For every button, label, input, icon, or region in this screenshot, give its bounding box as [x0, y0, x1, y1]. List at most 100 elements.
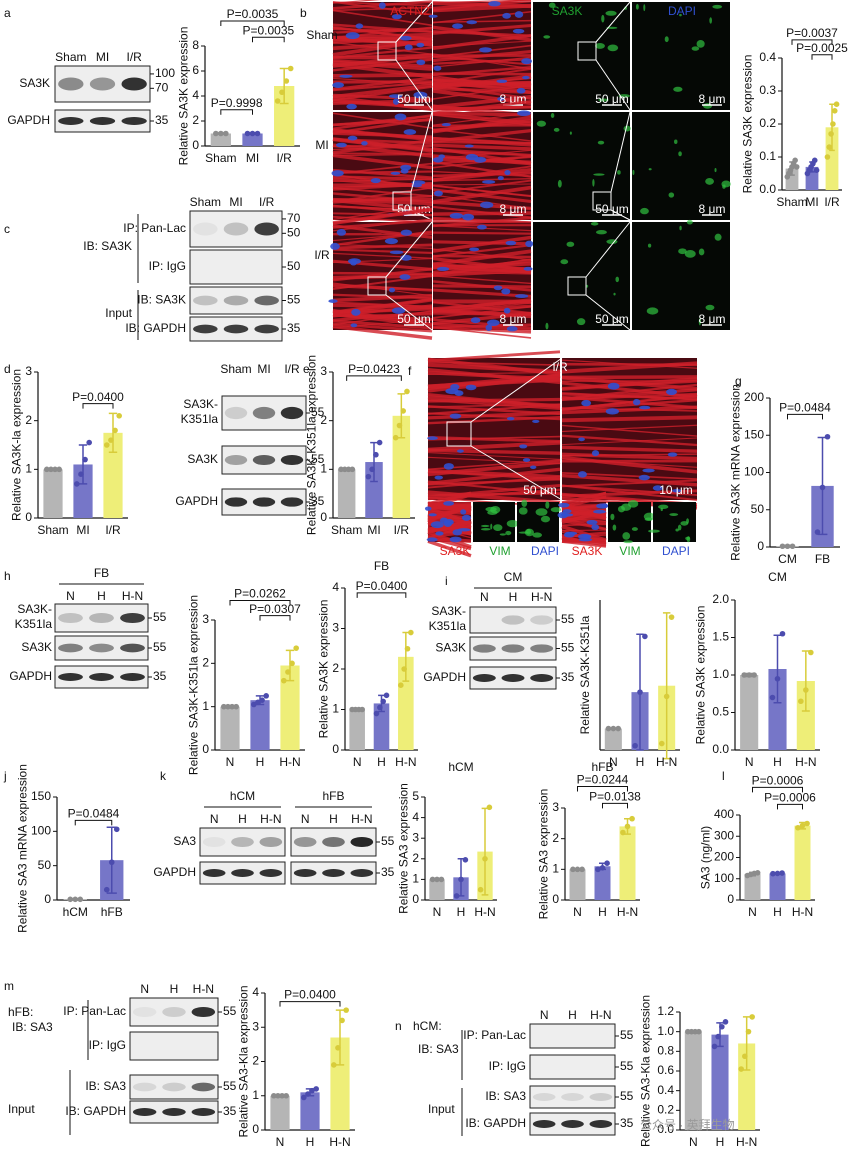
data-point — [663, 693, 670, 700]
band — [322, 869, 345, 877]
data-point — [396, 422, 403, 429]
nucleus — [413, 91, 428, 99]
micrograph — [517, 499, 562, 542]
nucleus — [335, 142, 347, 148]
fiber — [332, 26, 433, 41]
y-tick-label: 2 — [25, 413, 32, 427]
fiber — [332, 195, 433, 204]
bar — [738, 1043, 756, 1130]
signal — [557, 179, 562, 188]
nucleus — [516, 87, 526, 94]
signal — [617, 505, 625, 513]
signal — [640, 207, 649, 215]
lane-label: N — [140, 982, 149, 996]
row-label: IP: IgG — [149, 259, 186, 273]
bar — [210, 133, 231, 146]
y-axis-label: Relative SA3 mRNA expression — [16, 764, 30, 933]
data-point — [377, 704, 383, 711]
x-tick-label: N — [573, 905, 582, 919]
group-label: FB — [94, 566, 109, 580]
fiber — [332, 301, 433, 308]
nucleus — [515, 294, 529, 299]
nucleus — [443, 463, 454, 470]
data-point — [373, 710, 380, 717]
marker-label: 35 — [287, 321, 301, 335]
fiber — [332, 313, 433, 327]
lane-label: H — [238, 812, 247, 826]
band — [530, 644, 554, 653]
data-point — [813, 167, 820, 173]
nucleus — [432, 157, 444, 163]
signal — [623, 125, 631, 132]
y-tick-label: 0 — [44, 892, 51, 906]
data-point — [285, 669, 291, 675]
nucleus — [460, 509, 467, 515]
x-tick-label: MI — [367, 523, 380, 537]
y-tick-label: 200 — [714, 850, 734, 864]
signal — [635, 3, 639, 10]
fiber — [332, 204, 433, 221]
band — [224, 454, 248, 466]
micrograph-bg — [632, 112, 730, 220]
zoom-box — [392, 191, 412, 211]
data-point — [624, 823, 631, 830]
nucleus — [672, 489, 682, 493]
micrograph — [432, 100, 532, 225]
signal — [677, 524, 682, 531]
fiber — [332, 324, 433, 340]
panel-letter: e — [303, 362, 310, 376]
data-point — [632, 742, 638, 749]
fiber — [332, 58, 433, 72]
y-tick-label: 1 — [202, 699, 209, 713]
lane-label: H-N — [531, 590, 552, 604]
channel-label: VIM — [489, 544, 510, 558]
fiber — [432, 40, 532, 48]
signal — [499, 533, 507, 536]
signal — [521, 499, 528, 507]
fiber — [432, 288, 532, 298]
fiber — [432, 248, 532, 261]
data-point — [305, 1091, 311, 1097]
signal — [674, 139, 678, 144]
fiber — [432, 74, 532, 91]
lane-label: MI — [96, 50, 109, 64]
micrograph-bg — [632, 2, 730, 110]
nucleus — [605, 408, 620, 415]
row-label-line: K351la — [429, 619, 467, 633]
y-tick-label: 0 — [320, 510, 327, 524]
micrograph — [428, 0, 532, 121]
data-point — [642, 633, 648, 640]
micrograph — [424, 491, 472, 558]
micrograph — [533, 2, 631, 110]
bar — [330, 1037, 350, 1130]
nucleus — [350, 323, 358, 328]
data-point — [225, 703, 231, 710]
signal — [678, 151, 682, 157]
data-point — [271, 1092, 277, 1099]
fiber — [561, 434, 698, 447]
signal — [617, 170, 621, 175]
signal — [698, 248, 705, 256]
y-axis-label: Relative SA3 expression — [397, 783, 411, 914]
fiber — [332, 187, 433, 198]
data-point — [486, 804, 493, 811]
data-point — [398, 682, 404, 688]
row-label-line: SA3K- — [183, 397, 218, 411]
x-tick-label: H — [306, 1135, 315, 1149]
zoom-box — [377, 41, 397, 61]
y-tick-label: 0.8 — [657, 1044, 674, 1058]
micrograph — [632, 2, 730, 110]
side-label: hFB: — [8, 1005, 33, 1019]
nucleus — [391, 14, 402, 20]
x-tick-label: Sham — [205, 151, 236, 165]
band — [231, 869, 254, 877]
fiber — [427, 480, 561, 496]
y-tick-label: 100 — [31, 824, 51, 838]
signal — [540, 515, 551, 523]
band — [202, 836, 226, 848]
nucleus — [461, 514, 471, 521]
nucleus — [581, 399, 592, 407]
bar — [300, 1092, 320, 1130]
